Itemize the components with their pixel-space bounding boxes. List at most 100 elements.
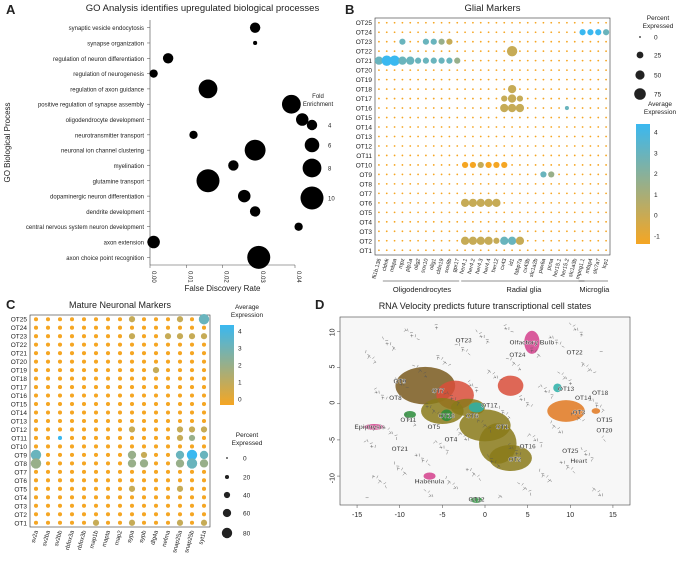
velocity-arrow [441,356,444,360]
velocity-arrow [467,353,471,356]
velocity-arrow [405,413,407,417]
velocity-arrow [454,486,457,489]
expression-dot [487,183,490,185]
expression-dot [45,401,51,407]
expression-dot [422,57,430,64]
expression-dot [472,59,474,62]
expression-dot [438,57,445,64]
row-label: OT20 [356,68,373,75]
gene-label: sv2ba [42,529,52,547]
expression-dot [487,88,490,90]
cluster-label: OT20 [596,428,613,435]
category-label: regulation of axon guidance [70,87,144,93]
expression-dot [597,40,600,43]
velocity-arrow [583,450,587,452]
expression-dot [409,154,412,157]
gene-label: her4.2 [467,258,477,275]
expression-dot [177,376,183,381]
expression-dot [432,50,435,53]
velocity-arrow [375,390,378,394]
expression-dot [487,154,490,157]
expression-dot [581,116,584,119]
velocity-arrow [552,424,556,427]
expression-dot [503,145,506,147]
expression-dot [519,126,521,128]
velocity-arrow [443,360,446,364]
expression-dot [129,368,135,373]
expression-dot [479,211,482,214]
expression-dot [57,334,63,339]
expression-dot [378,135,380,138]
expression-dot [501,161,508,169]
expression-dot [534,201,537,204]
velocity-arrow [540,384,543,388]
expression-dot [456,211,459,214]
expression-dot [542,183,545,185]
expression-dot [542,239,545,242]
expression-dot [417,31,419,34]
expression-dot [200,519,208,526]
expression-dot [605,201,607,204]
expression-dot [507,94,517,103]
expression-dot [448,50,451,53]
expression-dot [589,192,592,195]
gene-label: pcna [546,257,555,271]
expression-dot [93,368,99,373]
expression-dot [141,418,147,424]
y-tick-label: 5 [330,365,337,369]
expression-dot [401,31,404,34]
expression-dot [495,192,498,195]
velocity-arrow [517,364,520,367]
velocity-arrow [537,438,539,442]
expression-dot [393,211,396,214]
expression-dot [153,495,159,500]
velocity-arrow [477,419,479,423]
expression-dot [484,236,493,245]
expression-dot [105,461,111,466]
size-legend-title: Percent [647,15,670,22]
velocity-arrow [377,481,381,484]
gene-label: mpeg1.1 [575,258,586,280]
velocity-arrow [515,452,519,454]
expression-dot [165,317,171,322]
expression-dot [566,239,568,242]
cluster-label: Olfactory Bulb [510,339,555,346]
expression-dot [503,50,506,53]
velocity-arrow [480,335,482,339]
expression-dot [141,478,147,483]
expression-dot [589,239,592,242]
expression-dot [177,351,183,356]
expression-dot [378,239,380,242]
expression-dot [454,57,461,64]
expression-dot [425,201,427,204]
expression-dot [503,126,506,128]
expression-dot [417,40,419,43]
velocity-arrow [547,478,551,482]
expression-dot [117,469,123,474]
expression-dot [389,55,400,66]
velocity-arrow [508,447,512,450]
expression-dot [464,192,466,195]
velocity-arrow [570,382,572,386]
expression-dot [558,97,560,100]
velocity-arrow [525,487,527,490]
expression-dot [409,107,412,109]
mature-neuronal-markers-chart: Mature Neuronal MarkersOT25OT24OT23OT22O… [11,300,264,554]
expression-dot [503,135,506,138]
expression-dot [448,145,451,147]
expression-dot [165,461,171,466]
expression-dot [385,97,388,100]
velocity-arrow [581,363,584,367]
expression-dot [440,230,443,233]
expression-dot [189,418,195,424]
velocity-arrow [421,459,425,462]
expression-dot [201,478,207,483]
velocity-arrow [478,478,481,481]
velocity-arrow [457,433,461,436]
expression-dot [440,164,443,166]
expression-dot [409,211,412,214]
expression-dot [177,393,183,398]
expression-dot [511,211,513,214]
expression-dot [597,154,600,157]
expression-dot [503,230,506,233]
